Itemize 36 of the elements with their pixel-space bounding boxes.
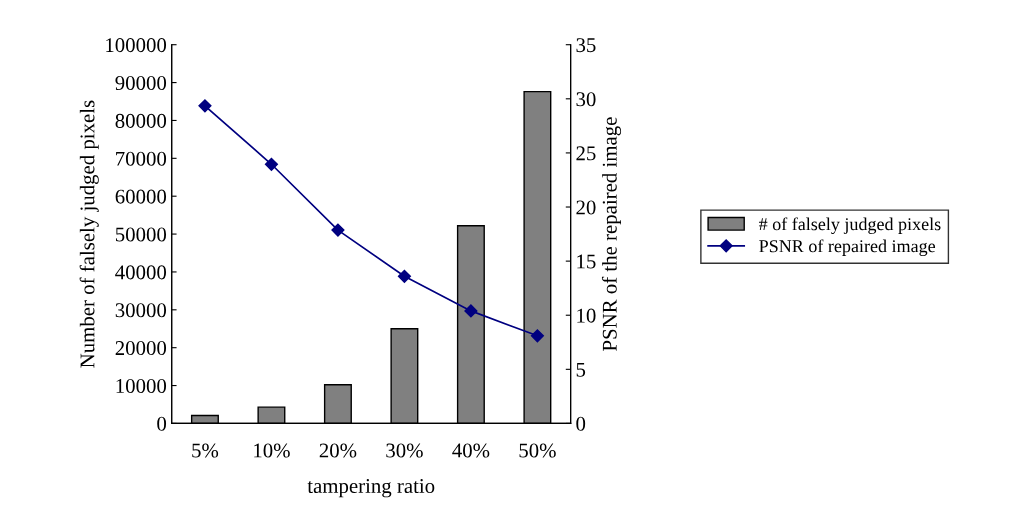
y-tick-label: 40000 [115, 265, 167, 280]
y2-tick-label: 10 [577, 308, 596, 323]
y-tick-label: 70000 [116, 151, 167, 166]
y-tick-label: 80000 [115, 113, 167, 128]
y2-tick-label: 15 [577, 254, 596, 269]
x-tick-label: 20% [319, 443, 357, 458]
y-tick-label: 50000 [115, 227, 167, 242]
point [331, 223, 345, 237]
y2-axis-title: PSNR of the repaired image [601, 117, 622, 351]
y-tick-label: 30000 [115, 303, 167, 318]
x-tick-label: 40% [452, 443, 490, 458]
y-tick-label: 0 [157, 416, 167, 431]
y-tick-label: 20000 [115, 341, 167, 356]
y2-tick-label: 30 [576, 92, 596, 107]
point [397, 269, 412, 283]
point [530, 329, 544, 343]
x-axis-title: tampering ratio [307, 479, 435, 498]
x-tick-label: 10% [254, 443, 290, 458]
y-tick-label: 60000 [115, 189, 167, 204]
y-tick-label: 10000 [116, 378, 167, 393]
x-tick-label: 50% [519, 443, 556, 458]
point [198, 99, 212, 113]
y2-tick-label: 5 [576, 362, 586, 377]
point [464, 304, 478, 318]
y2-tick-label: 20 [576, 200, 596, 215]
x-tick-label: 30% [386, 443, 423, 458]
y-axis-title: Number of falsely judged pixels [79, 100, 99, 368]
y2-tick-label: 25 [576, 146, 596, 161]
legend-label: # of falsely judged pixels [758, 217, 941, 234]
y2-tick-label: 0 [576, 416, 586, 431]
y2-tick-label: 35 [576, 38, 596, 53]
legend-label: PSNR of repaired image [759, 239, 936, 257]
x-tick-label: 5% [192, 443, 219, 458]
y-tick-label: 100000 [106, 38, 167, 53]
y-tick-label: 90000 [115, 75, 167, 91]
point [264, 157, 279, 171]
